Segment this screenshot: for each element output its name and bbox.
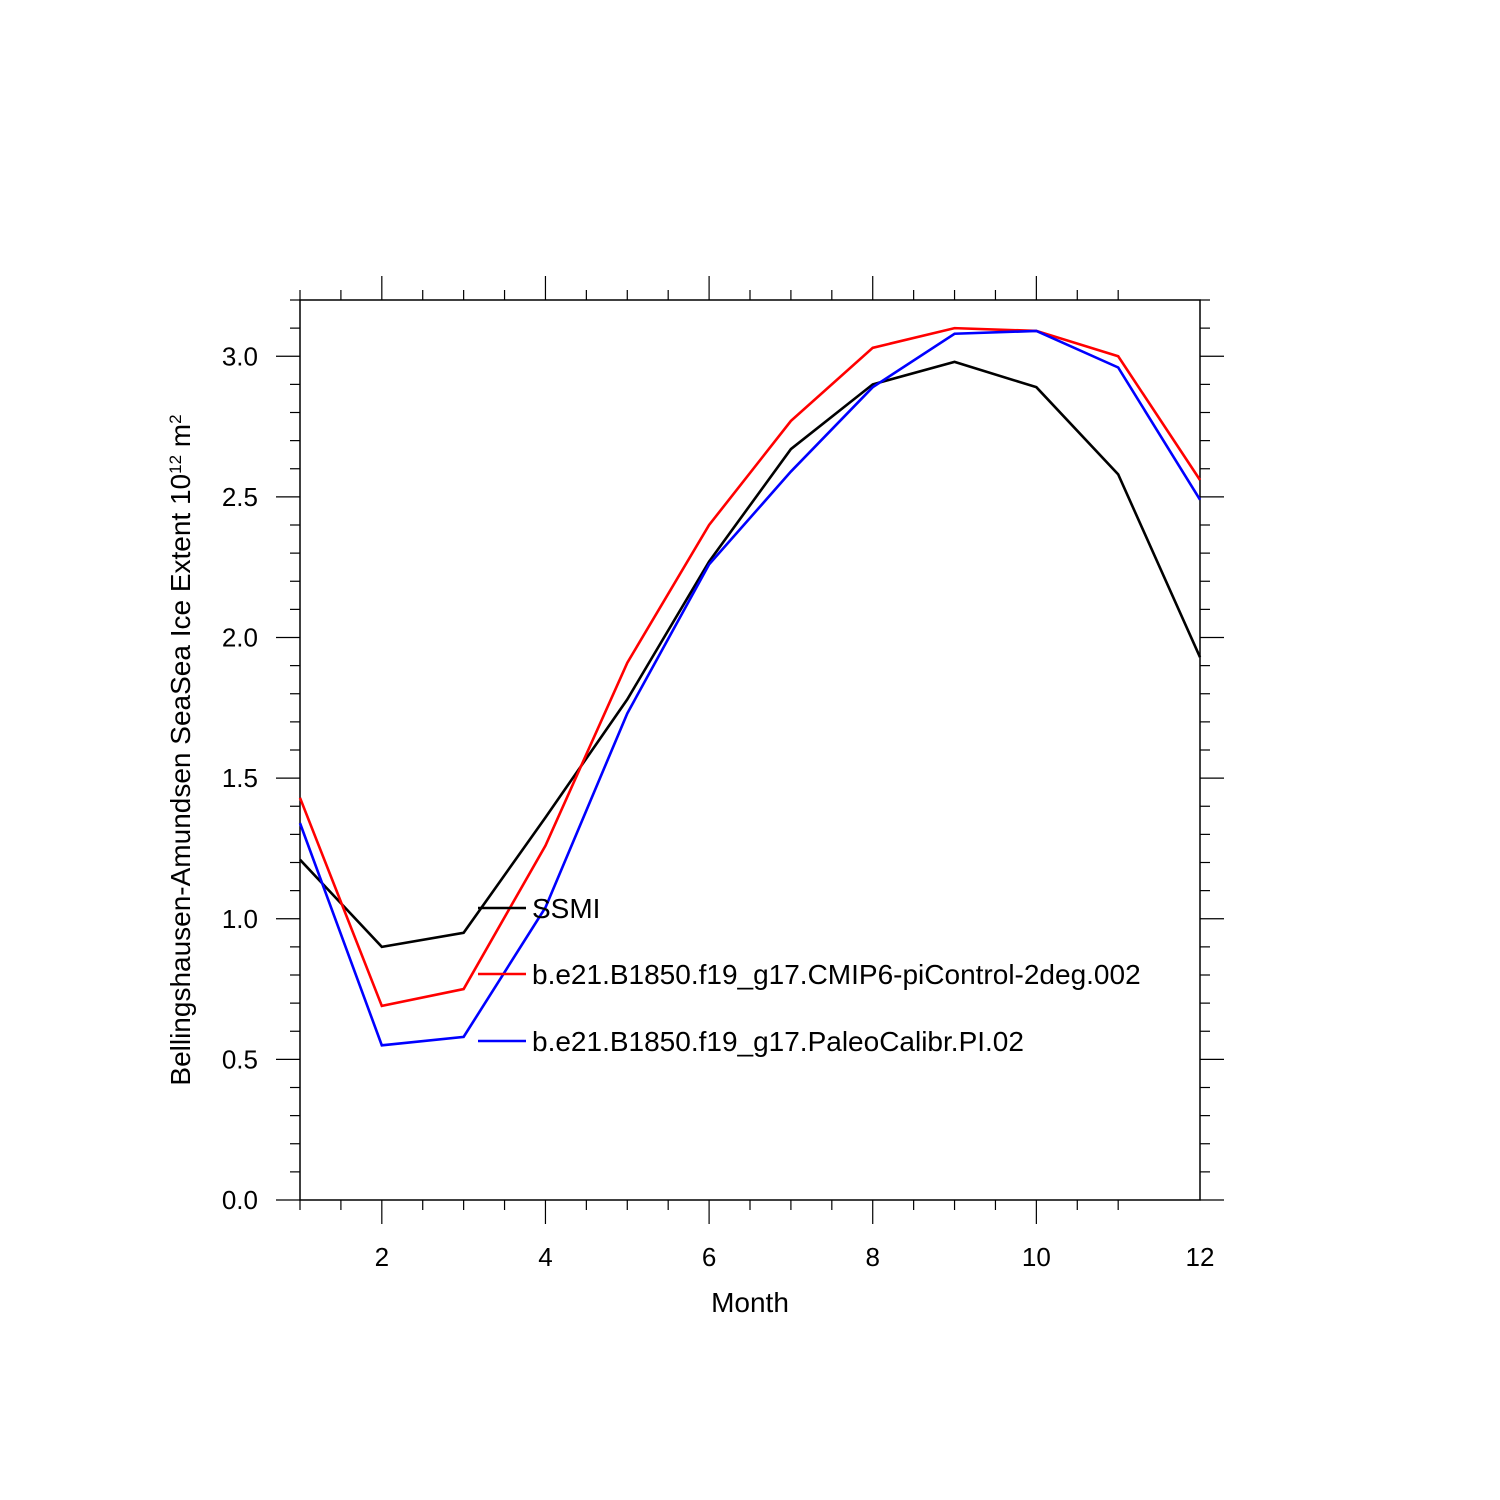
x-tick-label: 8	[865, 1242, 879, 1272]
y-tick-label: 3.0	[222, 341, 258, 371]
y-axis-title-exp2: 2	[166, 414, 185, 423]
series-line-0	[299, 360, 1202, 949]
legend-label-0: SSMI	[532, 893, 600, 924]
y-tick-label: 0.0	[222, 1185, 258, 1215]
y-axis-title-exp1: 12	[166, 455, 185, 474]
y-axis-title: Bellingshausen-Amundsen SeaSea Ice Exten…	[165, 414, 196, 1085]
y-axis-title-main: Bellingshausen-Amundsen SeaSea Ice Exten…	[165, 474, 196, 1086]
plot-frame	[299, 299, 1201, 1201]
x-tick-label: 2	[375, 1242, 389, 1272]
y-tick-label: 1.5	[222, 763, 258, 793]
ticks	[276, 276, 1224, 1224]
series-line-1	[298, 326, 1202, 1008]
x-tick-label: 10	[1022, 1242, 1051, 1272]
legend-label-2: b.e21.B1850.f19_g17.PaleoCalibr.PI.02	[532, 1026, 1024, 1057]
x-axis-title: Month	[711, 1287, 789, 1318]
y-tick-label: 1.0	[222, 904, 258, 934]
y-tick-label: 0.5	[222, 1044, 258, 1074]
legend: SSMI b.e21.B1850.f19_g17.CMIP6-piControl-…	[478, 893, 1141, 1057]
x-tick-label: 4	[538, 1242, 552, 1272]
y-tick-label: 2.0	[222, 623, 258, 653]
x-tick-label: 6	[702, 1242, 716, 1272]
series-line-2	[298, 329, 1202, 1047]
y-axis-title-unit: m	[165, 424, 196, 455]
series-lines	[298, 326, 1202, 1047]
tick-labels: 2 4 6 8 10 12 0.0 0.5 1.0 1.5 2.0 2.5 3.0	[222, 341, 1215, 1272]
x-tick-label: 12	[1186, 1242, 1215, 1272]
y-tick-label: 2.5	[222, 482, 258, 512]
legend-label-1: b.e21.B1850.f19_g17.CMIP6-piControl-2deg…	[532, 959, 1141, 990]
